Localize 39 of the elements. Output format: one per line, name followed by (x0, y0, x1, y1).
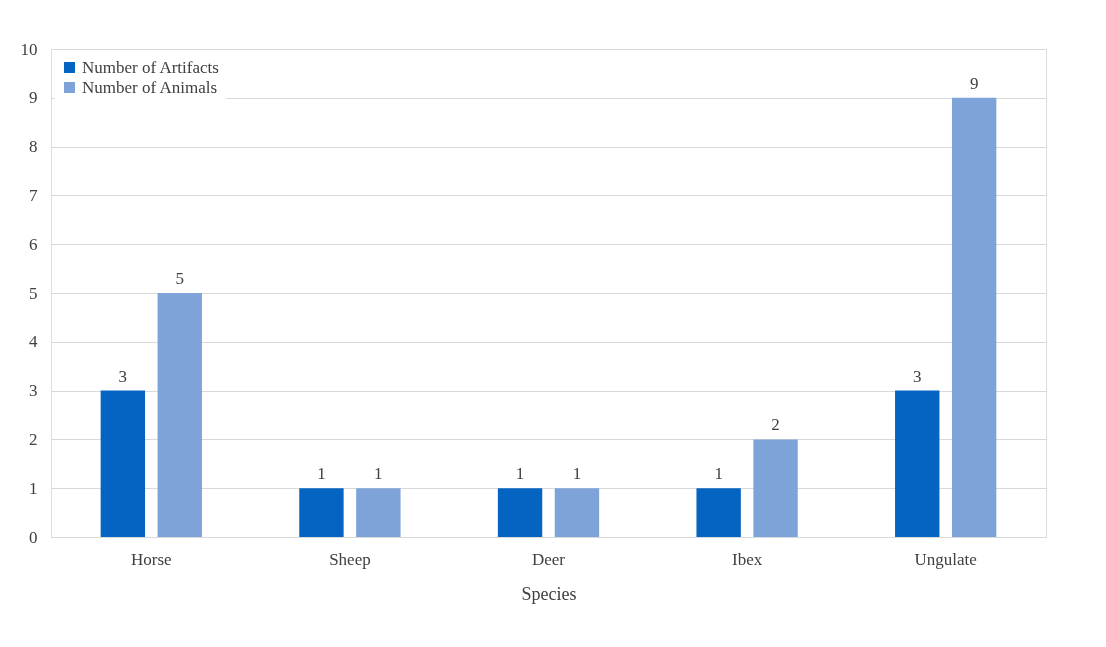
data-label: 3 (118, 366, 128, 386)
y-tick-label: 7 (29, 185, 38, 205)
bar (497, 488, 543, 537)
data-label: 1 (374, 464, 383, 484)
x-tick-label: Sheep (329, 549, 371, 569)
data-label: 1 (515, 464, 525, 484)
data-label: 3 (913, 366, 922, 386)
data-label: 1 (714, 464, 723, 484)
y-tick-label: 3 (29, 381, 38, 401)
x-tick-label: Horse (130, 549, 172, 569)
y-tick-label: 4 (29, 332, 38, 352)
bar (696, 488, 741, 537)
bar (753, 439, 798, 537)
data-label: 1 (572, 464, 582, 484)
data-label: 2 (771, 415, 780, 435)
y-tick-label: 1 (29, 478, 38, 498)
legend-label: Number of Animals (82, 77, 218, 97)
y-tick-label: 6 (29, 234, 38, 254)
x-axis-title: Species (521, 583, 577, 604)
x-tick-label: Ungulate (914, 549, 977, 569)
data-label: 9 (969, 73, 979, 93)
y-tick-label: 2 (29, 429, 38, 449)
data-label: 1 (317, 464, 326, 484)
bar (356, 488, 401, 537)
legend-label: Number of Artifacts (82, 57, 219, 77)
y-tick-label: 0 (29, 527, 38, 547)
bar (299, 488, 344, 537)
data-label: 5 (175, 269, 184, 288)
y-tick-label: 8 (29, 137, 38, 157)
bar (100, 390, 146, 537)
x-tick-label: Deer (531, 549, 566, 569)
x-tick-label: Ibex (731, 549, 763, 569)
y-tick-label: 10 (20, 39, 38, 59)
bar (554, 488, 600, 537)
bar (157, 293, 202, 537)
bar (895, 390, 940, 537)
y-tick-label: 9 (29, 88, 38, 108)
y-tick-label: 5 (29, 283, 38, 303)
bar (951, 97, 997, 537)
